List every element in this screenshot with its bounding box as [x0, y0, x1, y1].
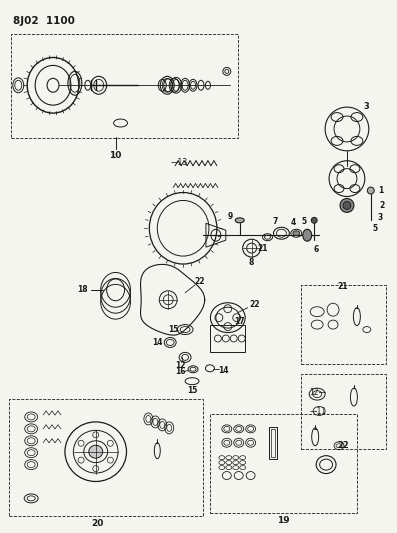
Text: 5: 5 [372, 224, 377, 233]
Text: 3: 3 [377, 213, 382, 222]
Text: 19: 19 [277, 516, 290, 524]
Text: 8: 8 [249, 257, 254, 266]
Text: 16: 16 [175, 367, 185, 376]
Text: 15: 15 [187, 386, 197, 394]
Text: 20: 20 [92, 519, 104, 528]
Bar [270, 427, 278, 458]
Text: —11: —11 [309, 407, 326, 416]
Text: 7: 7 [273, 217, 278, 226]
Text: 8J02  1100: 8J02 1100 [13, 16, 75, 26]
Text: 9: 9 [227, 212, 232, 221]
Text: —13: —13 [170, 158, 187, 167]
Bar [210, 325, 245, 352]
Text: 15: 15 [168, 325, 178, 334]
Text: 22: 22 [337, 441, 349, 450]
Bar [10, 399, 203, 516]
Text: 17: 17 [234, 317, 245, 326]
Text: 10: 10 [110, 151, 122, 160]
Ellipse shape [235, 218, 244, 223]
Ellipse shape [303, 229, 312, 241]
Text: 6: 6 [314, 245, 319, 254]
Text: 12: 12 [175, 361, 185, 370]
Ellipse shape [293, 231, 300, 236]
Bar [272, 429, 276, 457]
Circle shape [367, 187, 374, 194]
Bar [301, 374, 385, 449]
Bar [301, 285, 385, 365]
Text: 12—: 12— [309, 387, 326, 397]
Ellipse shape [89, 445, 103, 458]
Text: 18: 18 [77, 285, 88, 294]
Bar [12, 34, 238, 138]
Text: 14: 14 [152, 338, 162, 347]
Text: 21: 21 [338, 282, 348, 292]
Text: 4: 4 [291, 218, 296, 227]
Text: 22: 22 [249, 300, 260, 309]
Text: 1: 1 [378, 186, 384, 195]
Text: 2: 2 [379, 201, 384, 210]
Text: 22: 22 [195, 277, 205, 286]
Ellipse shape [340, 198, 354, 212]
Text: 3: 3 [364, 102, 370, 111]
Text: 5: 5 [302, 217, 307, 226]
Text: 21: 21 [257, 244, 268, 253]
Bar [210, 414, 357, 513]
Circle shape [311, 217, 317, 223]
Text: 14: 14 [219, 366, 229, 375]
Ellipse shape [343, 201, 351, 209]
